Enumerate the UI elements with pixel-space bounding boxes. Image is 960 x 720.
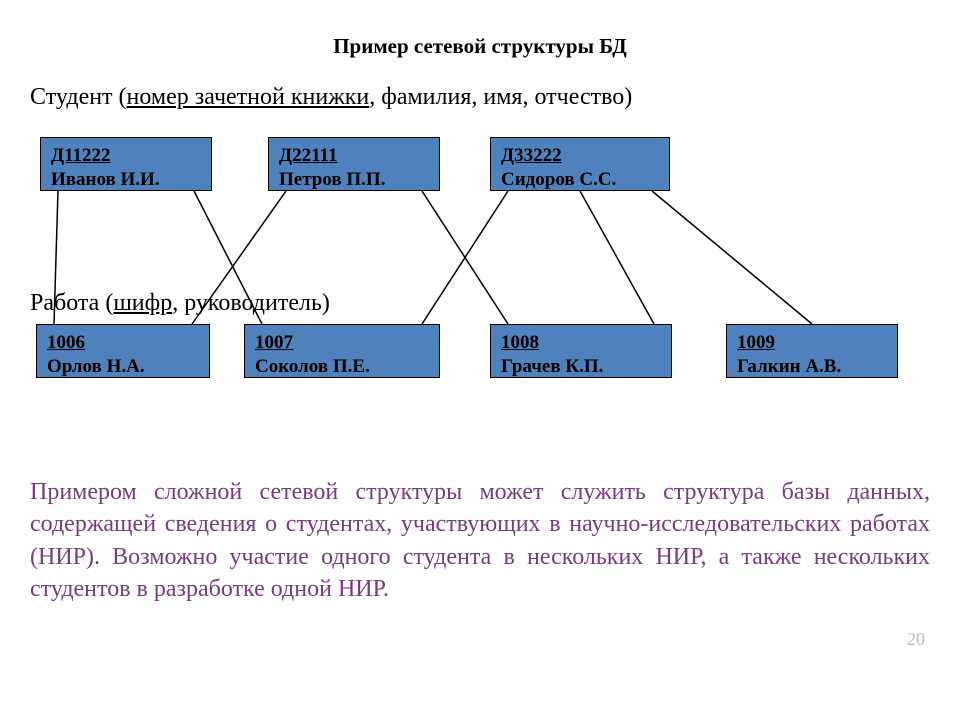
student-name: Иванов И.И. <box>51 168 201 192</box>
student-node: Д22111Петров П.П. <box>268 137 440 191</box>
student-node: Д11222Иванов И.И. <box>40 137 212 191</box>
edge <box>422 191 508 324</box>
heading-work-prefix: Работа ( <box>30 290 113 316</box>
work-name: Галкин А.В. <box>737 355 887 379</box>
work-name: Грачев К.П. <box>501 355 661 379</box>
heading-work-underlined: шифр <box>113 290 172 316</box>
heading-student-prefix: Студент ( <box>30 84 127 110</box>
heading-student: Студент (номер зачетной книжки, фамилия,… <box>30 84 632 111</box>
work-code: 1009 <box>737 331 887 355</box>
work-node: 1006Орлов Н.А. <box>36 324 210 378</box>
heading-work: Работа (шифр, руководитель) <box>30 290 330 317</box>
edge <box>422 191 508 324</box>
student-name: Петров П.П. <box>279 168 429 192</box>
heading-student-suffix: , фамилия, имя, отчество) <box>369 84 632 110</box>
student-node: Д33222Сидоров С.С. <box>490 137 670 191</box>
page-title-text: Пример сетевой структуры БД <box>333 34 627 58</box>
description-text: Примером сложной сетевой структуры может… <box>30 479 930 602</box>
student-code: Д22111 <box>279 144 429 168</box>
work-code: 1006 <box>47 331 199 355</box>
heading-student-underlined: номер зачетной книжки <box>127 84 370 110</box>
work-name: Соколов П.Е. <box>255 355 429 379</box>
description-paragraph: Примером сложной сетевой структуры может… <box>30 476 930 606</box>
page-title: Пример сетевой структуры БД <box>0 34 960 59</box>
edge <box>652 191 812 324</box>
edge <box>580 191 654 324</box>
work-code: 1008 <box>501 331 661 355</box>
work-code: 1007 <box>255 331 429 355</box>
page-number: 20 <box>907 629 925 650</box>
heading-work-suffix: , руководитель) <box>172 290 330 316</box>
work-node: 1009Галкин А.В. <box>726 324 898 378</box>
student-code: Д33222 <box>501 144 659 168</box>
student-code: Д11222 <box>51 144 201 168</box>
work-node: 1007Соколов П.Е. <box>244 324 440 378</box>
work-node: 1008Грачев К.П. <box>490 324 672 378</box>
work-name: Орлов Н.А. <box>47 355 199 379</box>
page-number-text: 20 <box>907 629 925 649</box>
student-name: Сидоров С.С. <box>501 168 659 192</box>
